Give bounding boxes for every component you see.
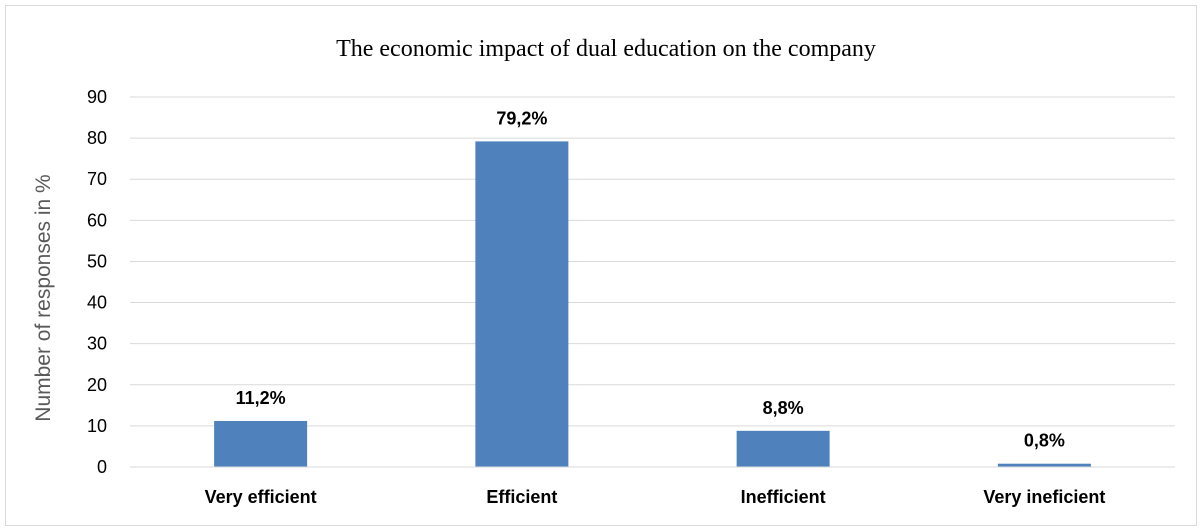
y-tick-labels: 0 10 20 30 40 50 60 70 80 90 (87, 87, 107, 477)
y-tick-label: 0 (97, 457, 107, 477)
chart-frame (5, 5, 1197, 526)
data-labels: 11,2% 79,2% 8,8% 0,8% (236, 108, 1065, 450)
y-tick-label: 50 (87, 251, 107, 271)
y-tick-label: 70 (87, 169, 107, 189)
y-tick-label: 80 (87, 128, 107, 148)
y-tick-label: 10 (87, 416, 107, 436)
y-tick-label: 90 (87, 87, 107, 107)
y-tick-label: 40 (87, 293, 107, 313)
x-tick-label: Inefficient (741, 487, 826, 507)
y-tick-label: 30 (87, 334, 107, 354)
x-tick-labels: Very efficient Efficient Inefficient Very i… (205, 487, 1106, 507)
chart-title: The economic impact of dual education on… (336, 36, 876, 62)
y-axis-label: Number of responses in % (32, 174, 55, 421)
y-tick-label: 60 (87, 210, 107, 230)
gridlines (130, 96, 1175, 427)
x-tick-label: Very ineficient (983, 487, 1105, 507)
x-tick-label: Very efficient (205, 487, 317, 507)
bar (214, 420, 308, 467)
data-label: 0,8% (1024, 431, 1065, 451)
y-tick-label: 20 (87, 375, 107, 395)
x-tick-label: Efficient (486, 487, 557, 507)
bars (214, 141, 1091, 467)
data-label: 8,8% (763, 398, 804, 418)
bar (736, 430, 830, 467)
data-label: 79,2% (496, 108, 547, 128)
bar (475, 141, 569, 467)
data-label: 11,2% (236, 388, 286, 408)
bar (997, 463, 1091, 467)
